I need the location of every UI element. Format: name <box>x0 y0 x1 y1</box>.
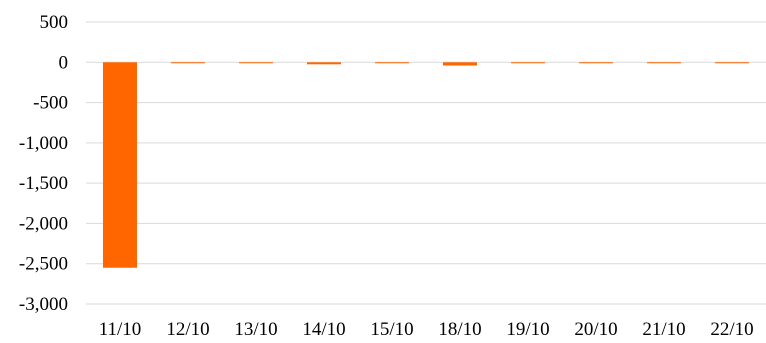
bar-21-10 <box>647 62 681 64</box>
x-tick-label: 20/10 <box>574 319 617 340</box>
y-tick-label: 0 <box>59 52 69 73</box>
bars <box>103 62 749 268</box>
bar-14-10 <box>307 62 341 65</box>
x-tick-label: 14/10 <box>302 319 345 340</box>
x-tick-label: 21/10 <box>642 319 685 340</box>
x-tick-label: 19/10 <box>506 319 549 340</box>
y-tick-label: -500 <box>33 93 68 114</box>
bar-18-10 <box>443 62 477 66</box>
bar-22-10 <box>715 62 749 64</box>
y-axis-tick-labels: 500 0 -500 -1,000 -1,500 -2,000 -2,500 -3,000 <box>19 12 68 315</box>
bar-12-10 <box>171 62 205 64</box>
bar-19-10 <box>511 62 545 64</box>
x-tick-label: 15/10 <box>370 319 413 340</box>
bar-20-10 <box>579 62 613 64</box>
x-axis-tick-labels: 11/10 12/10 13/10 14/10 15/10 18/10 19/10 20/10… <box>99 319 754 340</box>
x-tick-label: 13/10 <box>234 319 277 340</box>
y-tick-label: -1,000 <box>19 133 68 154</box>
y-tick-label: -3,000 <box>19 294 68 315</box>
x-tick-label: 12/10 <box>166 319 209 340</box>
y-tick-label: -2,500 <box>19 254 68 275</box>
bar-13-10 <box>239 62 273 64</box>
y-tick-label: -1,500 <box>19 173 68 194</box>
bar-11-10 <box>103 62 137 268</box>
x-tick-label: 18/10 <box>438 319 481 340</box>
x-tick-label: 22/10 <box>710 319 753 340</box>
y-tick-label: -2,000 <box>19 213 68 234</box>
x-tick-label: 11/10 <box>99 319 142 340</box>
y-tick-label: 500 <box>40 12 69 33</box>
gridlines <box>86 21 766 305</box>
bar-15-10 <box>375 62 409 64</box>
